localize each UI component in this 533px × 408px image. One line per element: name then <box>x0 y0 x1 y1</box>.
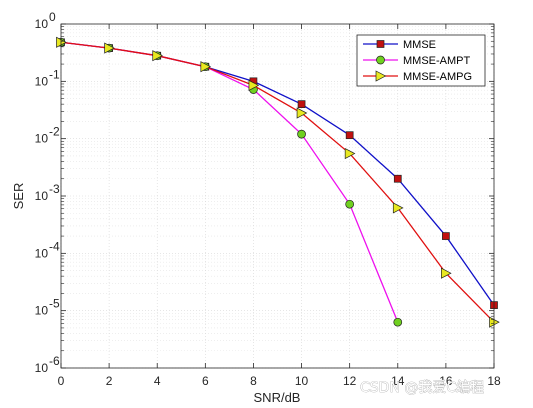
x-tick-label: 4 <box>154 374 161 388</box>
data-point <box>344 147 356 160</box>
legend-entry-label: MMSE <box>403 39 436 51</box>
legend-marker <box>375 70 387 82</box>
data-point <box>248 79 260 91</box>
series-line <box>60 41 495 323</box>
y-tick-label: 10 <box>35 304 49 318</box>
legend-entry-label: MMSE-AMPT <box>403 55 471 67</box>
y-tick-label: 10 <box>35 17 49 31</box>
data-point <box>297 100 306 108</box>
y-tick-label: 10 <box>35 189 49 203</box>
data-point <box>297 129 306 139</box>
y-tick-label: 10 <box>35 132 49 146</box>
y-tick-exponent: -4 <box>49 239 60 253</box>
y-tick-label: 10 <box>35 246 49 260</box>
series-layer <box>56 36 500 328</box>
data-point <box>152 50 163 62</box>
data-point <box>200 61 212 73</box>
legend-marker <box>376 40 385 48</box>
x-tick-label: 6 <box>202 374 209 388</box>
x-tick-label: 14 <box>391 374 405 388</box>
data-point <box>104 42 115 54</box>
y-axis-label: SER <box>11 183 26 210</box>
y-tick-exponent: 0 <box>49 10 56 24</box>
y-tick-exponent: -5 <box>49 297 60 311</box>
legend: MMSE MMSE-AMPT MMSE-AMPG <box>356 34 486 87</box>
data-point <box>393 174 402 183</box>
data-point <box>441 267 452 279</box>
x-tick-label: 8 <box>250 374 257 388</box>
legend-entry-label: MMSE-AMPG <box>403 71 472 83</box>
x-tick-label: 0 <box>58 374 65 388</box>
y-tick-exponent: -1 <box>49 67 60 81</box>
x-tick-label: 10 <box>295 374 309 388</box>
y-tick-exponent: -2 <box>49 125 60 139</box>
y-tick-exponent: -3 <box>49 182 60 196</box>
legend-items: MMSE MMSE-AMPT MMSE-AMPG <box>363 39 472 83</box>
x-tick-labels: 0 2 4 6 8 10 12 14 16 18 <box>58 374 501 388</box>
data-point <box>393 317 403 327</box>
x-tick-label: 2 <box>106 374 113 388</box>
data-point <box>345 131 354 140</box>
x-axis-label: SNR/dB <box>254 390 301 405</box>
data-point <box>296 107 308 119</box>
x-tick-label: 12 <box>343 374 357 388</box>
x-tick-label: 18 <box>487 374 501 388</box>
y-tick-label: 10 <box>35 74 49 88</box>
x-tick-label: 16 <box>439 374 453 388</box>
data-point <box>442 232 450 240</box>
series-mmse-ampg <box>56 36 500 328</box>
legend-marker <box>376 55 385 65</box>
data-point <box>345 199 355 209</box>
watermark-text: CSDN @我爱C编程 <box>360 380 484 396</box>
tick-marks <box>60 23 495 369</box>
data-point <box>392 202 404 214</box>
y-tick-exponent: -6 <box>49 354 60 368</box>
y-tick-label: 10 <box>35 361 49 375</box>
